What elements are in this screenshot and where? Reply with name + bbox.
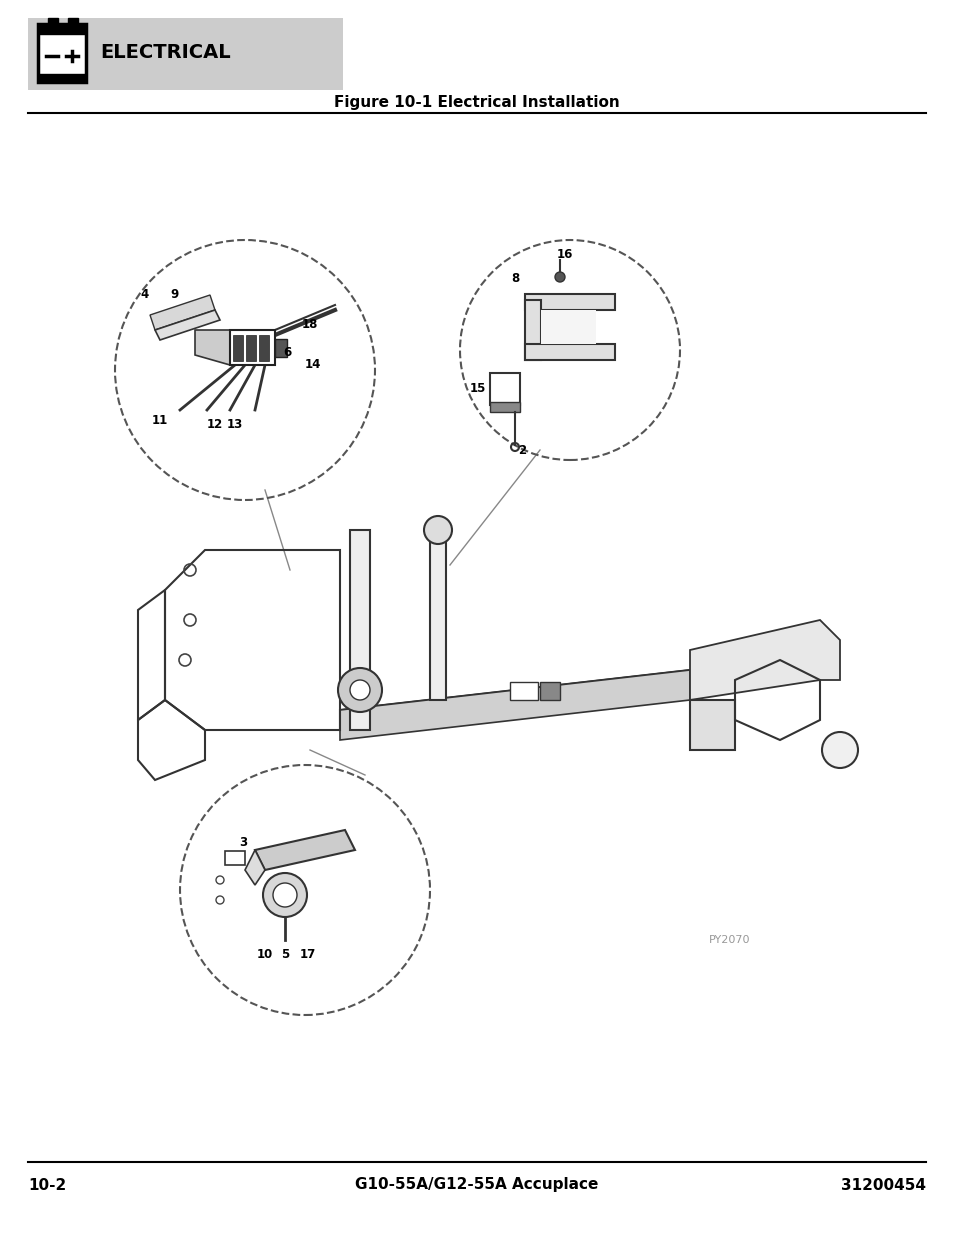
Circle shape	[263, 873, 307, 918]
FancyBboxPatch shape	[430, 540, 446, 700]
Text: 17: 17	[299, 948, 315, 962]
FancyBboxPatch shape	[38, 23, 86, 82]
FancyBboxPatch shape	[689, 700, 734, 750]
FancyBboxPatch shape	[539, 682, 559, 700]
FancyBboxPatch shape	[225, 851, 245, 864]
FancyBboxPatch shape	[490, 403, 519, 412]
Text: 6: 6	[283, 346, 291, 358]
Text: 15: 15	[469, 382, 486, 394]
Polygon shape	[154, 310, 220, 340]
FancyBboxPatch shape	[524, 294, 615, 310]
Text: 31200454: 31200454	[841, 1177, 925, 1193]
Polygon shape	[194, 330, 230, 366]
FancyBboxPatch shape	[510, 682, 537, 700]
FancyBboxPatch shape	[490, 373, 519, 405]
FancyBboxPatch shape	[48, 19, 58, 23]
FancyBboxPatch shape	[68, 19, 78, 23]
FancyBboxPatch shape	[230, 330, 274, 366]
Circle shape	[821, 732, 857, 768]
FancyBboxPatch shape	[524, 345, 615, 359]
Text: Figure 10-1 Electrical Installation: Figure 10-1 Electrical Installation	[334, 95, 619, 110]
FancyBboxPatch shape	[524, 300, 540, 359]
Polygon shape	[339, 671, 689, 740]
Text: G10-55A/G12-55A Accuplace: G10-55A/G12-55A Accuplace	[355, 1177, 598, 1193]
FancyBboxPatch shape	[233, 335, 243, 361]
Text: 11: 11	[152, 414, 168, 426]
Circle shape	[423, 516, 452, 543]
Text: 14: 14	[305, 358, 321, 372]
FancyBboxPatch shape	[38, 74, 86, 82]
Text: 3: 3	[238, 836, 247, 848]
Circle shape	[350, 680, 370, 700]
Text: 5: 5	[280, 948, 289, 962]
FancyBboxPatch shape	[246, 335, 255, 361]
FancyBboxPatch shape	[38, 23, 86, 35]
Text: 2: 2	[517, 443, 525, 457]
Text: 4: 4	[141, 289, 149, 301]
FancyBboxPatch shape	[28, 19, 343, 90]
Text: 10-2: 10-2	[28, 1177, 66, 1193]
Polygon shape	[689, 620, 840, 700]
Polygon shape	[150, 295, 214, 330]
Text: 10: 10	[256, 948, 273, 962]
Circle shape	[337, 668, 381, 713]
Text: 9: 9	[171, 289, 179, 301]
Text: ELECTRICAL: ELECTRICAL	[100, 43, 231, 63]
Text: PY2070: PY2070	[708, 935, 750, 945]
Text: 16: 16	[557, 248, 573, 262]
FancyBboxPatch shape	[350, 530, 370, 730]
Text: 18: 18	[301, 319, 318, 331]
FancyBboxPatch shape	[258, 335, 269, 361]
Polygon shape	[245, 850, 265, 885]
Circle shape	[273, 883, 296, 906]
Polygon shape	[254, 830, 355, 869]
FancyBboxPatch shape	[274, 338, 287, 357]
FancyBboxPatch shape	[540, 310, 596, 345]
Text: 8: 8	[511, 272, 518, 284]
Text: 13: 13	[227, 419, 243, 431]
Polygon shape	[339, 671, 689, 730]
Text: 12: 12	[207, 419, 223, 431]
Circle shape	[555, 272, 564, 282]
